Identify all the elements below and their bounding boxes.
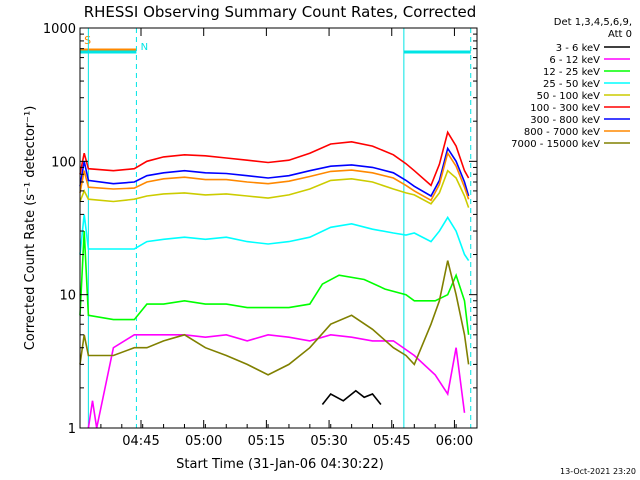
series-line — [321, 389, 382, 405]
legend-entry-label: 800 - 7000 keV — [524, 127, 600, 138]
legend-entry-label: 3 - 6 keV — [556, 43, 600, 54]
legend-entry-label: 6 - 12 keV — [549, 55, 600, 66]
series-line — [79, 130, 470, 187]
legend-entry-label: 100 - 300 keV — [530, 103, 600, 114]
series-line — [79, 231, 470, 335]
timestamp: 13-Oct-2021 23:20 — [560, 467, 636, 476]
x-tick-label: 05:45 — [373, 434, 410, 449]
y-tick-label: 1000 — [43, 22, 76, 37]
legend-title: Det 1,3,4,5,6,9, — [554, 17, 632, 28]
legend-entry-label: 25 - 50 keV — [543, 79, 600, 90]
chart-title: RHESSI Observing Summary Count Rates, Co… — [84, 3, 477, 21]
x-tick-label: 06:00 — [436, 434, 473, 449]
x-tick-label: 05:15 — [248, 434, 285, 449]
x-axis: 04:45 05:00 05:15 05:30 05:45 06:00 — [79, 28, 478, 449]
x-tick-label: 04:45 — [122, 434, 159, 449]
legend-entry-label: 12 - 25 keV — [543, 67, 600, 78]
flag-label-s: S — [84, 34, 91, 47]
x-axis-label: Start Time (31-Jan-06 04:30:22) — [176, 457, 384, 472]
y-tick-label: 10 — [59, 289, 76, 304]
legend-subtitle: Att 0 — [608, 29, 632, 40]
series-line — [79, 146, 470, 198]
series-line — [79, 214, 470, 262]
legend-entry-label: 300 - 800 keV — [530, 115, 600, 126]
legend-entry-label: 7000 - 15000 keV — [511, 139, 600, 150]
flag-label-n: N — [141, 42, 148, 53]
series-line — [87, 333, 466, 429]
series-layer — [79, 130, 470, 429]
plot-frame — [79, 27, 478, 429]
series-line — [79, 151, 470, 202]
x-tick-label: 05:00 — [185, 434, 222, 449]
y-tick-label: 100 — [51, 155, 76, 170]
y-axis: 1 10 100 1000 — [43, 22, 477, 437]
series-line — [79, 169, 470, 208]
legend-entry-label: 50 - 100 keV — [537, 91, 601, 102]
flags-layer: SN — [80, 28, 472, 428]
series-line — [79, 260, 470, 376]
y-tick-label: 1 — [68, 422, 76, 437]
x-tick-label: 05:30 — [310, 434, 347, 449]
y-axis-label: Corrected Count Rate (s⁻¹ detector⁻¹) — [23, 106, 38, 351]
